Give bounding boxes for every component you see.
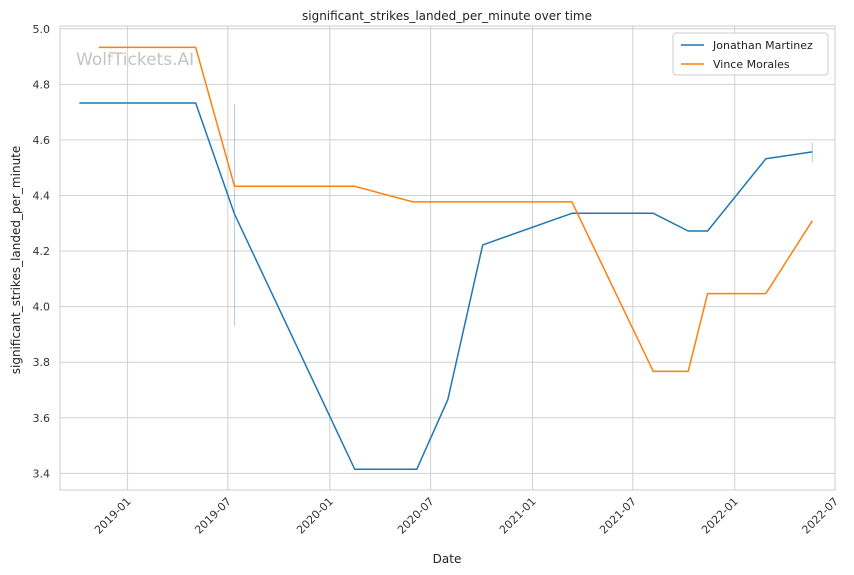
y-tick-label: 3.6 (33, 412, 51, 425)
x-tick-label: 2022-01 (699, 495, 741, 537)
x-tick-label: 2022-07 (799, 495, 841, 537)
legend-label-1: Vince Morales (713, 58, 790, 71)
plot-area (60, 26, 835, 490)
x-tick-label: 2021-07 (597, 495, 639, 537)
x-tick-label: 2019-07 (192, 495, 234, 537)
x-axis-ticks: 2019-01 2019-07 2020-01 2020-07 2021-01 2021-… (92, 495, 841, 537)
series-lines (79, 46, 813, 470)
x-axis-title: Date (433, 552, 462, 566)
legend-entry-1: Vince Morales (681, 58, 790, 71)
y-tick-label: 4.8 (33, 78, 51, 91)
y-tick-label: 4.0 (33, 301, 51, 314)
y-tick-label: 4.6 (33, 134, 51, 147)
watermark-text: WolfTickets.AI (76, 50, 194, 70)
legend-label-0: Jonathan Martinez (712, 39, 813, 52)
y-tick-label: 4.4 (33, 189, 51, 202)
y-tick-label: 4.2 (33, 245, 51, 258)
x-tick-label: 2020-01 (294, 495, 336, 537)
y-axis-title: significant_strikes_landed_per_minute (9, 146, 23, 375)
y-tick-label: 3.4 (33, 467, 51, 480)
y-tick-label: 3.8 (33, 356, 51, 369)
y-axis-ticks: 3.4 3.6 3.8 4.0 4.2 4.4 4.6 4.8 5.0 (33, 23, 51, 481)
y-tick-label: 5.0 (33, 23, 51, 36)
legend: Jonathan Martinez Vince Morales (672, 32, 829, 76)
plot-frame (59, 25, 836, 491)
x-tick-label: 2020-07 (395, 495, 437, 537)
x-tick-label: 2021-01 (497, 495, 539, 537)
legend-box (672, 32, 829, 76)
chart-title: significant_strikes_landed_per_minute ov… (302, 9, 592, 23)
grid (60, 26, 836, 490)
x-tick-label: 2019-01 (92, 495, 134, 537)
legend-entry-0: Jonathan Martinez (681, 39, 813, 52)
